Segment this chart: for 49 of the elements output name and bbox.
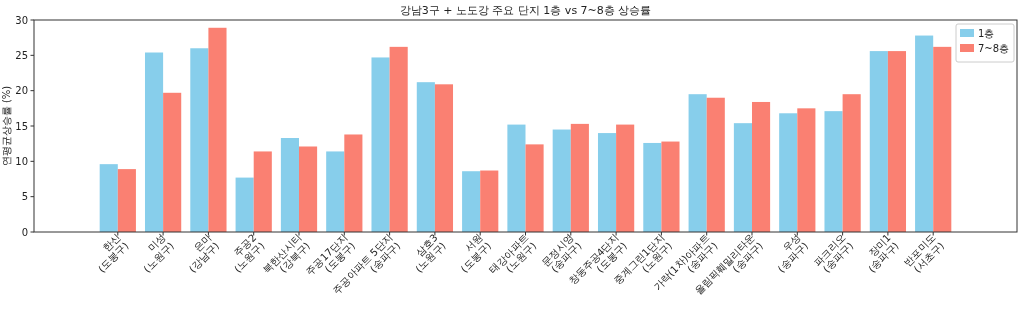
- legend-label: 1층: [978, 28, 995, 39]
- bar: [190, 48, 209, 232]
- bar: [797, 108, 816, 232]
- bar: [163, 92, 182, 232]
- bar: [752, 101, 771, 232]
- bar: [371, 57, 390, 232]
- bar: [326, 151, 345, 232]
- y-tick-label: 0: [21, 226, 28, 238]
- bar: [389, 46, 408, 232]
- bar: [616, 124, 635, 232]
- bar: [552, 129, 571, 232]
- bar: [416, 82, 435, 232]
- y-axis-title: 연평균상승률 (%): [1, 85, 12, 167]
- bar: [706, 97, 725, 232]
- chart-title: 강남3구 + 노도강 주요 단지 1층 vs 7~8층 상승률: [399, 4, 652, 17]
- y-tick-label: 10: [15, 155, 28, 167]
- bar: [824, 111, 843, 232]
- bar: [842, 94, 861, 232]
- y-tick-label: 30: [15, 14, 28, 26]
- bar: [117, 169, 136, 232]
- bar: [688, 94, 707, 232]
- y-tick-label: 15: [15, 120, 28, 132]
- bar: [933, 46, 952, 232]
- bar: [661, 141, 680, 232]
- bar: [462, 171, 481, 232]
- bar: [99, 164, 118, 232]
- y-tick-label: 5: [21, 191, 28, 203]
- legend-label: 7~8층: [978, 43, 1010, 54]
- bar: [779, 113, 798, 232]
- bar: [597, 133, 617, 232]
- bar: [144, 52, 164, 232]
- bar: [869, 51, 888, 232]
- bar: [344, 134, 363, 232]
- y-tick-label: 20: [15, 85, 28, 97]
- bar: [299, 146, 318, 232]
- bar: [570, 123, 589, 232]
- bar: [280, 138, 299, 232]
- bar: [208, 27, 227, 232]
- bar: [235, 177, 254, 232]
- bar: [887, 51, 907, 232]
- bar: [643, 142, 662, 232]
- bar: [253, 151, 272, 232]
- bar: [480, 170, 499, 232]
- bar: [733, 123, 752, 232]
- bar: [525, 144, 544, 232]
- bar: [507, 124, 526, 232]
- y-tick-label: 25: [15, 49, 28, 61]
- bar: [915, 35, 934, 232]
- bar: [434, 84, 454, 232]
